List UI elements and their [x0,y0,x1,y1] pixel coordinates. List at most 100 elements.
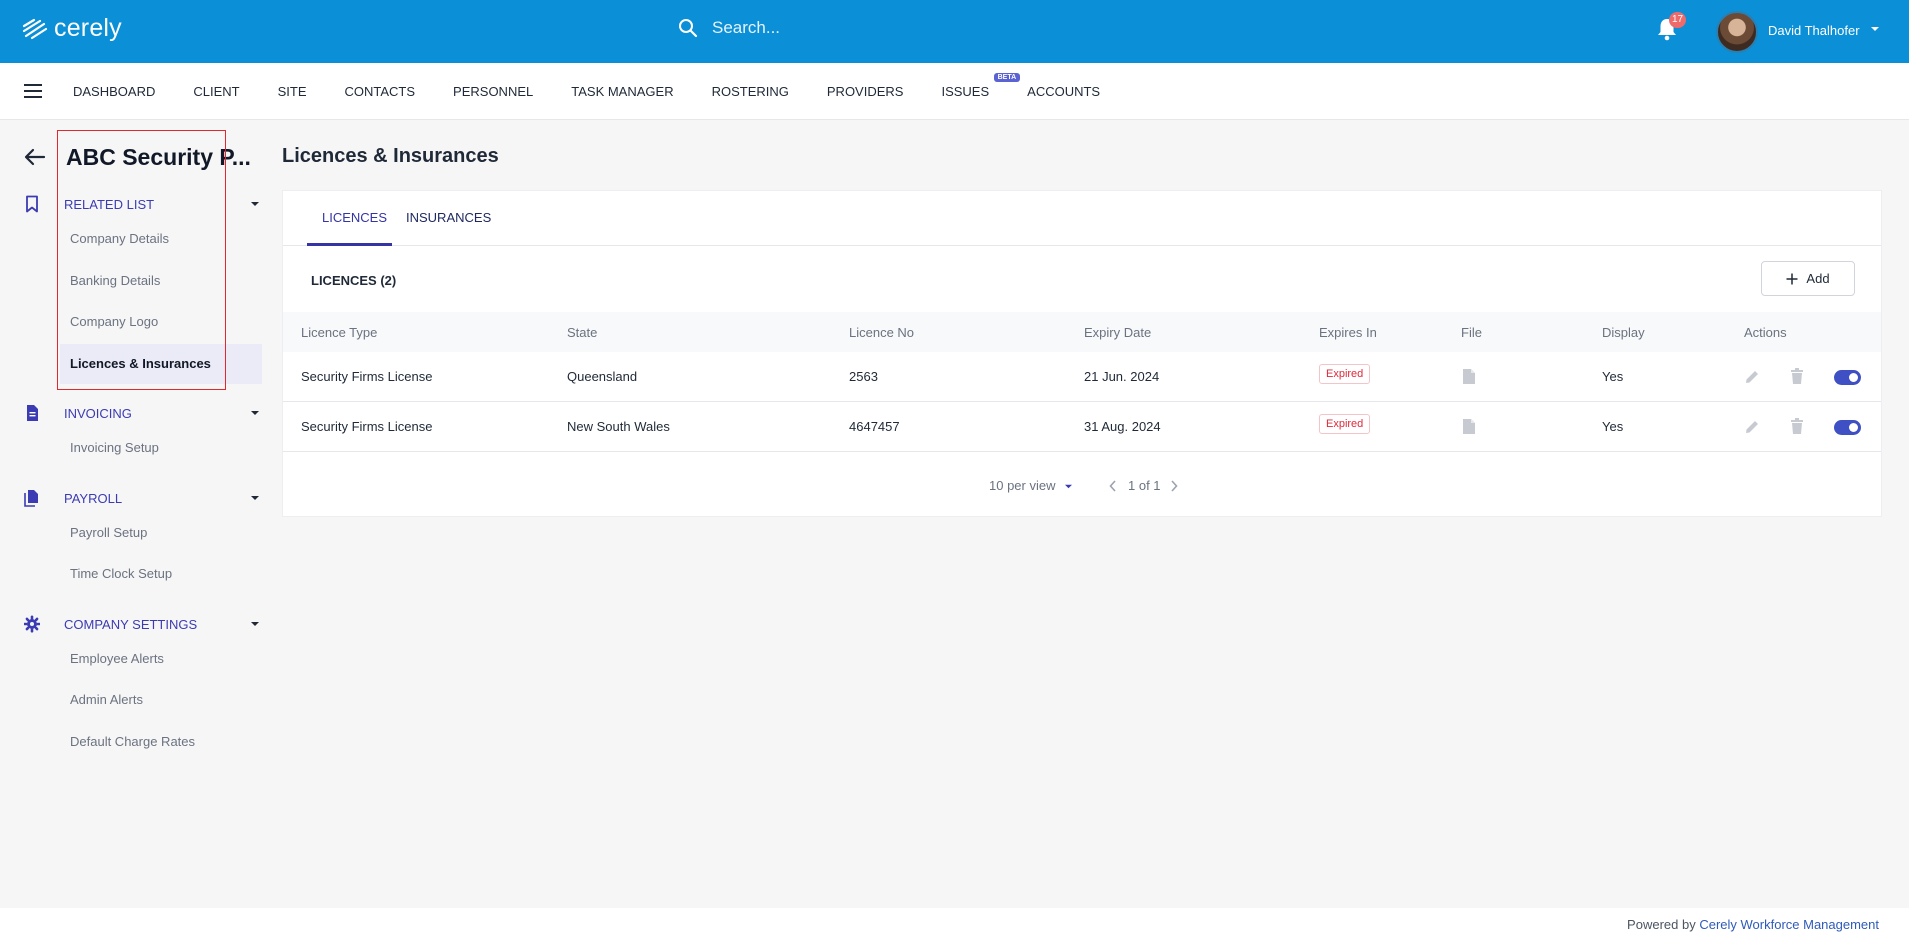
column-header: Expiry Date [1084,325,1152,340]
column-header: Licence No [849,325,915,340]
file-icon[interactable] [1462,368,1476,385]
chevron-down-icon[interactable] [1870,25,1880,33]
company-title: ABC Security P... [66,144,251,170]
edit-icon[interactable] [1744,369,1760,385]
search-bar [678,18,1012,38]
file-icon[interactable] [1462,418,1476,435]
sidebar-item-banking-details[interactable]: Banking Details [70,273,161,288]
sidebar-item-employee-alerts[interactable]: Employee Alerts [70,651,164,666]
nav-rostering[interactable]: ROSTERING [711,84,789,99]
footer-prefix: Powered by [1627,917,1696,932]
back-arrow-icon[interactable] [24,148,46,166]
section-payroll-label: PAYROLL [64,490,123,506]
cell-licence-type: Security Firms License [301,419,433,434]
per-view-select[interactable]: 10 per view [989,478,1073,493]
column-header: Licence Type [301,325,378,340]
tab-licences[interactable]: LICENCES [322,210,388,225]
chevron-left-icon[interactable] [1109,480,1117,492]
cell-expiry-date: 21 Jun. 2024 [1084,369,1160,384]
nav-task-manager[interactable]: TASK MANAGER [571,84,674,99]
section-company-settings-label: COMPANY SETTINGS [64,616,198,632]
page-title: Licences & Insurances [282,145,499,167]
display-toggle[interactable] [1834,420,1861,435]
column-header: Display [1602,325,1645,340]
tab-insurances[interactable]: INSURANCES [406,210,492,225]
top-bar: cerely 17 David Thalhofer [0,0,1909,63]
nav-issues-label: ISSUES [941,84,990,99]
cell-state: New South Wales [567,419,670,434]
section-invoicing[interactable]: INVOICING [24,404,260,422]
table-row: Security Firms License New South Wales 4… [283,402,1881,452]
sidebar-item-invoicing-setup[interactable]: Invoicing Setup [70,440,159,455]
caret-down-icon[interactable] [250,409,260,417]
page-indicator: 1 of 1 [1128,478,1161,493]
section-related-list-label: RELATED LIST [64,196,155,212]
trash-icon[interactable] [1790,368,1804,385]
avatar[interactable] [1716,11,1758,53]
nav-issues[interactable]: ISSUES BETA [941,73,1021,99]
table-header: Licence Type State Licence No Expiry Dat… [283,312,1881,352]
column-header: File [1461,325,1482,340]
column-header: Actions [1744,325,1787,340]
active-tab-indicator [307,243,392,246]
column-header: Expires In [1319,325,1377,340]
caret-down-icon[interactable] [250,494,260,502]
tab-bar: LICENCES INSURANCES [283,191,1881,246]
gear-icon [24,615,40,633]
caret-down-icon [1065,484,1073,489]
table-row: Security Firms License Queensland 2563 2… [283,352,1881,402]
chevron-right-icon[interactable] [1170,480,1178,492]
sidebar-item-admin-alerts[interactable]: Admin Alerts [70,692,143,707]
footer-text: Powered by Cerely Workforce Management [1627,917,1879,932]
sidebar-item-time-clock-setup[interactable]: Time Clock Setup [70,566,173,581]
beta-badge: BETA [993,73,1021,82]
documents-icon [24,490,38,507]
cell-display: Yes [1602,419,1624,434]
section-company-settings[interactable]: COMPANY SETTINGS [24,615,260,633]
cell-licence-no: 4647457 [849,419,900,434]
add-button-label: Add [1806,271,1830,286]
nav-site[interactable]: SITE [277,84,307,99]
sidebar-item-company-details[interactable]: Company Details [70,231,169,246]
section-invoicing-label: INVOICING [64,405,132,421]
footer: Powered by Cerely Workforce Management [0,908,1909,939]
cell-expiry-date: 31 Aug. 2024 [1084,419,1161,434]
sidebar-item-payroll-setup[interactable]: Payroll Setup [70,525,148,540]
cell-display: Yes [1602,369,1624,384]
nav-providers[interactable]: PROVIDERS [826,84,904,99]
licences-count: LICENCES (2) [311,273,397,288]
trash-icon[interactable] [1790,418,1804,435]
notification-badge: 17 [1669,12,1687,28]
cell-licence-type: Security Firms License [301,369,433,384]
sidebar-item-licences-insurances-label: Licences & Insurances [70,356,211,371]
expired-badge: Expired [1319,414,1371,434]
edit-icon[interactable] [1744,419,1760,435]
nav-contacts[interactable]: CONTACTS [344,84,416,99]
search-input[interactable] [712,18,1012,38]
add-button[interactable]: Add [1761,261,1855,296]
caret-down-icon[interactable] [250,200,260,208]
caret-down-icon[interactable] [250,620,260,628]
footer-link[interactable]: Cerely Workforce Management [1699,917,1879,932]
sidebar-item-default-charge-rates[interactable]: Default Charge Rates [70,734,196,749]
cell-state: Queensland [567,369,638,384]
cell-licence-no: 2563 [849,369,878,384]
bookmark-icon [26,195,38,213]
nav-accounts[interactable]: ACCOUNTS [1027,84,1101,99]
per-view-label: 10 per view [989,478,1056,493]
section-related-list[interactable]: RELATED LIST [24,195,260,213]
logo[interactable]: cerely [22,14,122,43]
search-icon[interactable] [678,18,698,38]
sidebar-item-licences-insurances[interactable] [60,344,262,384]
nav-personnel[interactable]: PERSONNEL [453,84,534,99]
display-toggle[interactable] [1834,370,1861,385]
hamburger-menu-icon[interactable] [24,83,42,99]
user-name[interactable]: David Thalhofer [1768,23,1860,38]
nav-client[interactable]: CLIENT [193,84,240,99]
plus-icon [1786,273,1798,284]
licences-card: LICENCES INSURANCES LICENCES (2) Add Lic… [282,190,1882,517]
sidebar-item-company-logo[interactable]: Company Logo [70,314,159,329]
nav-dashboard[interactable]: DASHBOARD [73,84,156,99]
section-payroll[interactable]: PAYROLL [24,489,260,507]
logo-text: cerely [54,14,122,42]
